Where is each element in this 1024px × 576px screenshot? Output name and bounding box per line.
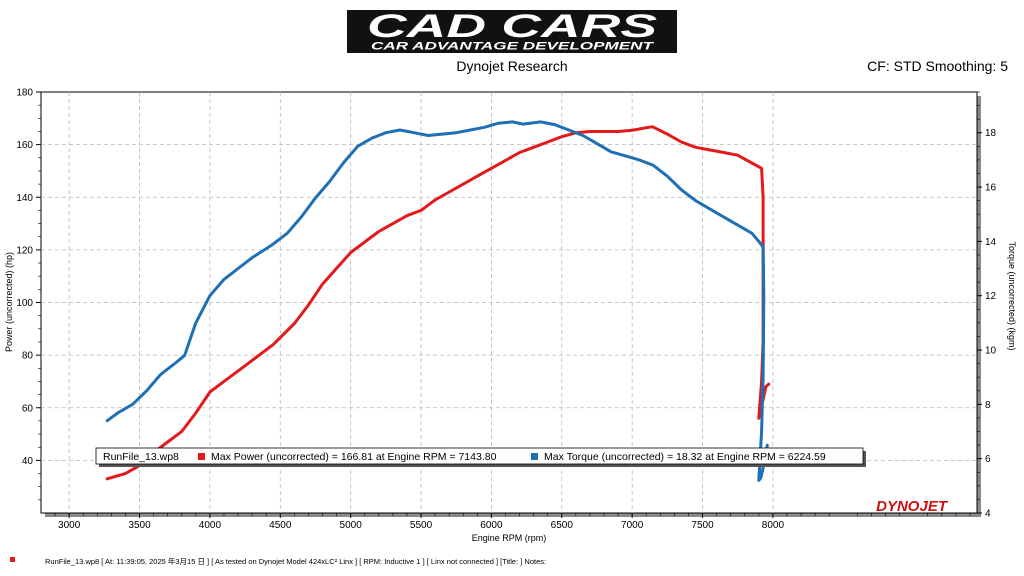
- left-y-axis: 40 60 80 100 120 140 160 180: [16, 88, 41, 501]
- legend-box: [95, 447, 864, 465]
- x-tick-label: 3000: [58, 520, 81, 531]
- x-axis: 3000 3500 4000 4500 5000 5500 6000 6500 7000 7500…: [54, 513, 971, 531]
- x-tick-label: 5000: [340, 520, 363, 531]
- legend-file-name: RunFile_13.wp8: [103, 451, 179, 463]
- right-y-axis-title: Torque (uncorrected) (kgm): [1007, 241, 1017, 350]
- legend-power-text: Max Power (uncorrected) = 166.81 at Engi…: [211, 451, 497, 463]
- x-tick-label: 4000: [199, 520, 222, 531]
- left-y-tick-label: 120: [16, 245, 33, 256]
- x-tick-label: 5500: [410, 520, 433, 531]
- power-curve-line: [105, 125, 771, 481]
- left-y-tick-label: 140: [16, 193, 33, 204]
- left-y-tick-label: 60: [22, 403, 34, 414]
- x-tick-label: 7500: [691, 520, 714, 531]
- right-y-tick-label: 8: [985, 400, 991, 411]
- cad-cars-logo: CAD CARS CAR ADVANTAGE DEVELOPMENT: [347, 8, 677, 53]
- left-y-tick-label: 180: [16, 88, 33, 99]
- right-y-tick-label: 18: [985, 128, 997, 139]
- footer-marker: [10, 557, 15, 562]
- legend-power-swatch: [198, 453, 205, 460]
- right-y-tick-label: 12: [985, 291, 997, 302]
- right-y-tick-label: 14: [985, 237, 997, 248]
- dynojet-watermark: DYNOJET: [876, 498, 949, 515]
- x-tick-label: 6500: [551, 520, 574, 531]
- left-y-tick-label: 80: [22, 351, 34, 362]
- correction-factor-label: CF: STD Smoothing: 5: [867, 58, 1008, 74]
- legend-torque-swatch: [531, 453, 538, 460]
- left-y-tick-label: 40: [22, 456, 34, 467]
- left-y-axis-title: Power (uncorrected) (hp): [4, 252, 14, 352]
- right-y-tick-label: 16: [985, 183, 997, 194]
- footer-run-info: RunFile_13.wp8 [ At: 11:39:05, 2025 年3月1…: [45, 556, 546, 566]
- x-tick-label: 4500: [269, 520, 292, 531]
- x-tick-label: 3500: [128, 520, 151, 531]
- x-tick-label: 7000: [621, 520, 644, 531]
- right-y-axis: 4 6 8 10 12 14 16 18: [977, 91, 997, 520]
- torque-curve-line: [105, 120, 769, 482]
- series: [105, 120, 771, 482]
- right-y-tick-label: 4: [985, 509, 991, 520]
- legend: RunFile_13.wp8 Max Power (uncorrected) =…: [95, 447, 866, 467]
- logo-sub-text: CAR ADVANTAGE DEVELOPMENT: [371, 41, 655, 53]
- x-tick-label: 8000: [762, 520, 785, 531]
- left-y-tick-label: 160: [16, 140, 33, 151]
- left-y-tick-label: 100: [16, 298, 33, 309]
- x-tick-label: 6000: [480, 520, 503, 531]
- logo-main-text: CAD CARS: [367, 8, 658, 44]
- chart-subtitle: Dynojet Research: [456, 58, 567, 74]
- right-y-tick-label: 10: [985, 346, 997, 357]
- legend-torque-text: Max Torque (uncorrected) = 18.32 at Engi…: [544, 451, 826, 463]
- x-axis-title: Engine RPM (rpm): [472, 533, 547, 543]
- right-y-tick-label: 6: [985, 454, 991, 465]
